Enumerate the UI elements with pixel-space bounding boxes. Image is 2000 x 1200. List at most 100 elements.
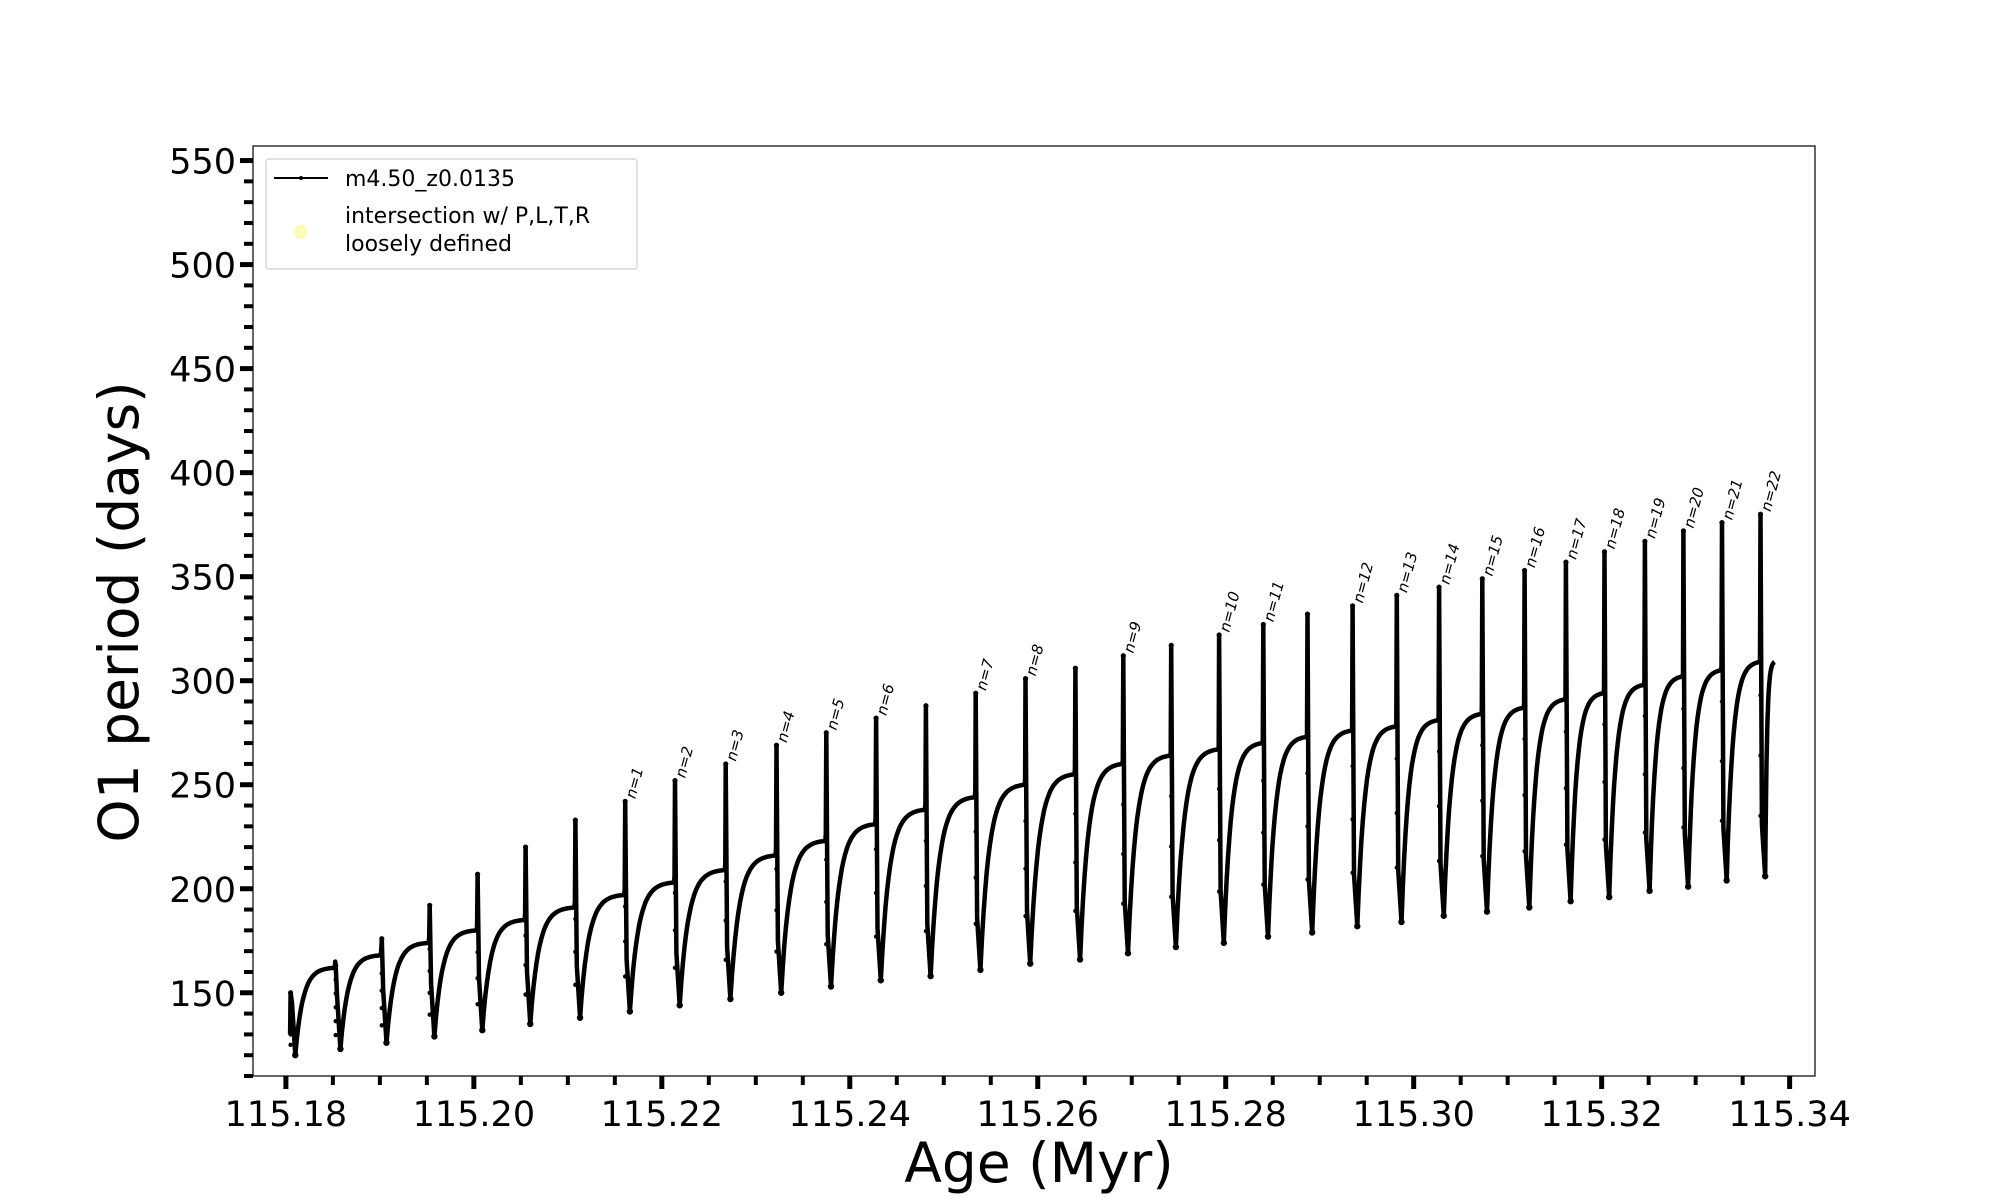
pulse-spike-point xyxy=(1522,680,1527,685)
pulse-spike-point xyxy=(1642,597,1648,602)
pulse-spike-point xyxy=(523,992,528,997)
pulse-min-point xyxy=(1220,939,1228,947)
legend-label-intersection-line1: intersection w/ P,L,T,R xyxy=(345,204,590,229)
pulse-spike-point xyxy=(1681,647,1686,652)
y-tick-label: 500 xyxy=(169,247,236,287)
pulse-spike-point xyxy=(1563,729,1569,734)
pulse-spike-point xyxy=(1522,736,1527,742)
pulse-peak-point xyxy=(723,761,729,767)
pulse-peak-point xyxy=(973,690,979,696)
pulse-peak-point xyxy=(1350,603,1356,609)
x-tick-label: 115.34 xyxy=(1728,1095,1850,1135)
pulse-spike-point xyxy=(288,1032,293,1037)
pulse-peak-point xyxy=(427,902,433,908)
pulse-spike-point xyxy=(427,1012,432,1017)
pulse-spike-point xyxy=(1121,802,1126,807)
pulse-min-point xyxy=(977,966,984,974)
pulse-peak-point xyxy=(1120,653,1126,659)
pulse-spike-point xyxy=(1216,786,1222,792)
x-tick-label: 115.24 xyxy=(789,1095,911,1135)
pulse-spike-point xyxy=(973,737,978,742)
pulse-spike-point xyxy=(723,879,728,884)
pulse-spike-point xyxy=(573,916,578,922)
series-layer xyxy=(287,511,1777,1059)
pulse-spike-point xyxy=(1073,860,1078,865)
pulse-spike-point xyxy=(973,875,978,880)
pulse-peak-point xyxy=(1436,584,1442,590)
pulse-peak-point xyxy=(923,703,929,709)
pulse-spike-point xyxy=(523,962,528,968)
pulse-spike-point xyxy=(1436,639,1442,645)
pulse-spike-point xyxy=(1681,587,1686,593)
pulse-peak-point xyxy=(1072,665,1078,671)
pulse-spike-point xyxy=(824,772,829,778)
pulse-min-point xyxy=(877,977,885,984)
pulse-spike-point xyxy=(1436,694,1442,699)
pulse-spike-point xyxy=(824,857,829,862)
pulse-spike-point xyxy=(333,1019,338,1024)
pulse-spike-point xyxy=(573,949,578,955)
pulse-spike-point xyxy=(622,904,628,909)
pulse-spike-point xyxy=(475,1002,480,1007)
pulse-spike-point xyxy=(1642,830,1648,835)
pulse-spike-point xyxy=(923,928,929,934)
pulse-spike-point xyxy=(1758,693,1763,698)
pulse-spike-point xyxy=(475,924,480,929)
pulse-spike-point xyxy=(1436,749,1442,754)
pulse-spike-point xyxy=(379,1023,384,1028)
pulse-spike-point xyxy=(622,974,628,979)
pulse-spike-point xyxy=(723,840,728,845)
pulse-peak-point xyxy=(475,871,481,877)
pulse-spike-point xyxy=(1563,785,1569,791)
pulse-min-point xyxy=(1027,960,1034,967)
pulse-spike-point xyxy=(475,976,480,981)
pulse-spike-point xyxy=(288,1011,293,1016)
pulse-min-point xyxy=(1646,887,1653,895)
legend-entry-intersection: intersection w/ P,L,T,R loosely defined xyxy=(294,204,590,257)
pulse-spike-point xyxy=(1522,792,1527,798)
axis-ticks: 150 200 250 300 350 400 450 500 550 115.18 115.20 1… xyxy=(169,143,1851,1135)
pulse-spike-point xyxy=(573,850,578,856)
pulse-peak-point xyxy=(1216,632,1222,638)
pulse-spike-point xyxy=(379,953,384,959)
pulse-spike-point xyxy=(1169,844,1174,849)
pulse-spike-point xyxy=(1563,842,1569,847)
pulse-spike-point xyxy=(1216,735,1222,740)
pulse-spike-point xyxy=(774,866,779,872)
pulse-spike-point xyxy=(1305,771,1310,776)
pulse-spike-point xyxy=(1681,706,1686,711)
pulse-spike-point xyxy=(923,883,929,889)
pulse-spike-point xyxy=(622,939,628,944)
pulse-spike-point xyxy=(1305,824,1310,829)
pulse-min-point xyxy=(1354,923,1361,930)
pulse-spike-point xyxy=(1216,838,1222,843)
x-tick-label: 115.22 xyxy=(601,1095,723,1135)
pulse-spike-point xyxy=(873,890,879,896)
pulse-peak-point xyxy=(823,730,829,736)
pulse-min-point xyxy=(431,1033,438,1040)
x-tick-label: 115.32 xyxy=(1540,1095,1662,1135)
pulse-spike-point xyxy=(1169,693,1174,698)
pulse-min-point xyxy=(1124,950,1132,957)
pulse-spike-point xyxy=(1563,616,1569,621)
pulse-spike-point xyxy=(672,928,678,933)
pulse-spike-point xyxy=(288,1042,293,1047)
pulse-spike-point xyxy=(1023,913,1028,919)
y-tick-label: 150 xyxy=(169,975,236,1015)
pulse-spike-point xyxy=(1602,722,1607,727)
legend: m4.50_z0.0135 intersection w/ P,L,T,R lo… xyxy=(265,158,638,270)
x-axis-label: Age (Myr) xyxy=(904,1131,1173,1195)
pulse-spike-point xyxy=(1480,853,1485,859)
pulse-spike-point xyxy=(723,800,728,806)
pulse-spike-point xyxy=(573,883,578,889)
pulse-spike-point xyxy=(1522,849,1527,854)
pulse-peak-point xyxy=(333,963,339,969)
pulse-spike-point xyxy=(427,946,432,952)
pulse-min-point xyxy=(1264,933,1272,940)
pulse-spike-point xyxy=(1436,858,1442,864)
pulse-spike-point xyxy=(1261,882,1266,887)
pulse-spike-point xyxy=(1436,804,1442,809)
pulse-spike-point xyxy=(774,908,779,913)
pulse-peak-point xyxy=(1521,567,1528,574)
pulse-spike-point xyxy=(523,874,528,879)
